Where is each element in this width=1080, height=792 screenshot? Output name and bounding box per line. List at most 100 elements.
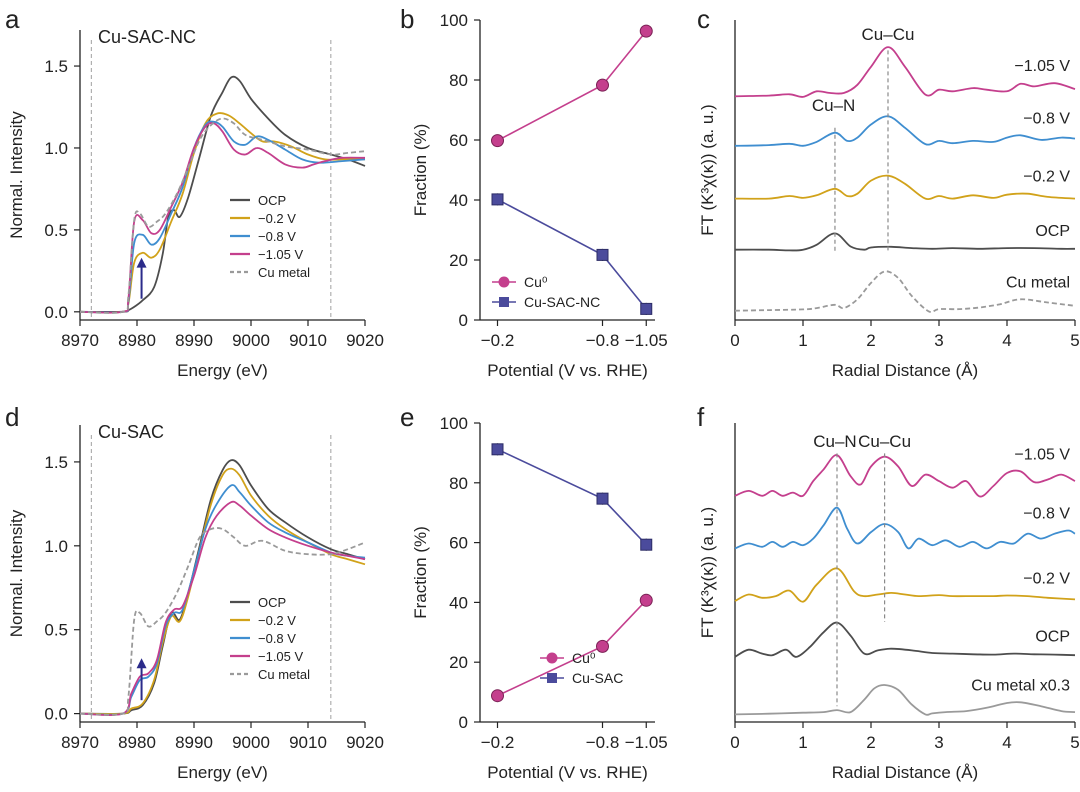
y-tick-label: 1.0 xyxy=(44,537,68,556)
y-tick-label: 0.0 xyxy=(44,705,68,724)
series-line-v105 xyxy=(79,500,366,716)
series-line-cu_metal xyxy=(79,527,366,716)
x-tick-label: 4 xyxy=(1002,733,1011,752)
series-line-ocp xyxy=(79,459,366,715)
x-tick-label: 0 xyxy=(730,331,739,350)
panel-letter: b xyxy=(400,4,414,34)
series-label: −0.8 V xyxy=(1023,110,1070,127)
x-axis-label: Potential (V vs. RHE) xyxy=(487,763,648,782)
x-tick-label: 0 xyxy=(730,733,739,752)
y-tick-label: 0.5 xyxy=(44,221,68,240)
legend-marker xyxy=(546,652,558,664)
y-tick-label: 0 xyxy=(459,311,468,330)
data-point-cusac_frac xyxy=(491,193,504,206)
x-tick-label: 5 xyxy=(1070,331,1079,350)
x-tick-label: 8980 xyxy=(118,331,156,350)
series-line-cusac_frac xyxy=(497,198,647,310)
y-tick-label: 80 xyxy=(449,474,468,493)
data-point-cusac_frac xyxy=(596,248,609,261)
series-line-v105 xyxy=(734,454,1076,498)
panel-a: a Energy (eV) Normal. Intensity 8970 8980 899… xyxy=(5,4,384,380)
y-tick-label: 40 xyxy=(449,593,468,612)
data-point-cu0 xyxy=(491,134,504,148)
y-tick-label: 0.5 xyxy=(44,621,68,640)
panel-letter: f xyxy=(697,402,705,432)
series-line-ocp xyxy=(79,75,366,313)
data-point-cusac_frac xyxy=(640,302,653,315)
data-point-cu0 xyxy=(491,689,504,703)
series-line-v02 xyxy=(734,174,1076,200)
series-line-ocp xyxy=(734,621,1076,658)
legend-label: OCP xyxy=(258,193,286,208)
panel-e: e Potential (V vs. RHE) Fraction (%) −0.2 −0… xyxy=(400,402,668,782)
legend-label: Cu metal xyxy=(258,667,310,682)
series-line-cu_metal xyxy=(734,684,1076,716)
series-label: OCP xyxy=(1035,629,1070,646)
series-label: Cu metal xyxy=(1006,274,1070,291)
panel-b: b Potential (V vs. RHE) Fraction (%) −0.2 −0… xyxy=(400,4,668,380)
series-line-cu0 xyxy=(497,30,647,142)
x-tick-label: 8990 xyxy=(175,733,213,752)
y-axis-label: Normal. Intensity xyxy=(7,509,26,637)
panel-letter: e xyxy=(400,402,414,432)
legend-label: −0.8 V xyxy=(258,631,296,646)
y-tick-label: 1.5 xyxy=(44,57,68,76)
series-label: −0.2 V xyxy=(1023,169,1070,186)
series-line-ocp xyxy=(734,232,1076,252)
panel-title: Cu-SAC-NC xyxy=(98,27,196,47)
peak-label: Cu–Cu xyxy=(858,432,911,451)
panel-c: c Radial Distance (Å) FT (K³χ(κ)) (a. u.) 0… xyxy=(697,4,1080,380)
x-tick-label: 5 xyxy=(1070,733,1079,752)
panel-title: Cu-SAC xyxy=(98,422,164,442)
series-label: −1.05 V xyxy=(1014,58,1070,75)
x-tick-label: 1 xyxy=(798,733,807,752)
y-tick-label: 100 xyxy=(440,11,468,30)
y-tick-label: 100 xyxy=(440,414,468,433)
x-tick-label: −0.2 xyxy=(481,331,515,350)
data-point-cusac_frac xyxy=(640,538,653,551)
legend-label: Cu⁰ xyxy=(572,650,596,666)
legend-marker xyxy=(498,276,510,288)
x-tick-label: 8970 xyxy=(61,331,99,350)
legend-label: −0.2 V xyxy=(258,613,296,628)
series-line-v08 xyxy=(734,115,1076,147)
series-line-v08 xyxy=(79,120,366,314)
legend-label: −0.8 V xyxy=(258,229,296,244)
x-tick-label: 9020 xyxy=(346,733,384,752)
legend-label: Cu⁰ xyxy=(524,274,548,290)
legend-label: −1.05 V xyxy=(258,247,304,262)
series-line-v08 xyxy=(79,484,366,716)
panel-letter: c xyxy=(697,4,710,34)
data-point-cu0 xyxy=(596,639,609,653)
x-tick-label: 2 xyxy=(866,733,875,752)
x-tick-label: −1.05 xyxy=(625,331,668,350)
x-axis-label: Energy (eV) xyxy=(177,763,268,782)
x-tick-label: −0.2 xyxy=(481,733,515,752)
x-tick-label: −0.8 xyxy=(586,733,620,752)
data-point-cu0 xyxy=(639,593,653,607)
x-tick-label: 9000 xyxy=(232,733,270,752)
legend-marker xyxy=(499,297,509,307)
y-tick-label: 40 xyxy=(449,191,468,210)
y-tick-label: 60 xyxy=(449,131,468,150)
panel-d: d Energy (eV) Normal. Intensity 8970 8980 899… xyxy=(5,402,384,782)
series-line-v08 xyxy=(734,506,1076,550)
y-axis-label: FT (K³χ(κ)) (a. u.) xyxy=(698,507,717,638)
data-point-cu0 xyxy=(639,24,653,38)
x-axis-label: Radial Distance (Å) xyxy=(832,361,978,380)
series-line-v105 xyxy=(734,46,1076,98)
legend-label: OCP xyxy=(258,595,286,610)
x-tick-label: 3 xyxy=(934,733,943,752)
series-label: −1.05 V xyxy=(1014,446,1070,463)
series-line-v02 xyxy=(79,112,366,314)
x-tick-label: 3 xyxy=(934,331,943,350)
x-tick-label: 9000 xyxy=(232,331,270,350)
x-tick-label: −0.8 xyxy=(586,331,620,350)
series-line-cu_metal xyxy=(79,117,366,314)
y-tick-label: 80 xyxy=(449,71,468,90)
y-axis-label: FT (K³χ(κ)) (a. u.) xyxy=(698,104,717,235)
series-label: −0.8 V xyxy=(1023,505,1070,522)
y-tick-label: 1.5 xyxy=(44,453,68,472)
x-tick-label: 8990 xyxy=(175,331,213,350)
